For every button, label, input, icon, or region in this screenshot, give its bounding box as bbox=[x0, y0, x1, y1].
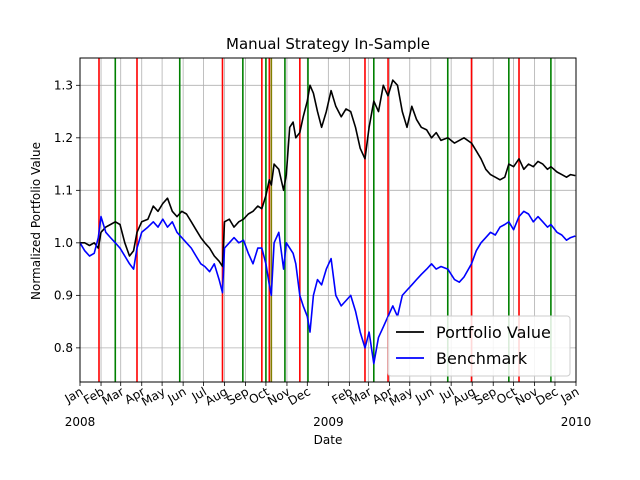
y-axis: 0.8 0.9 1.0 1.1 1.2 1.3 bbox=[54, 78, 80, 355]
y-tick-label: 0.8 bbox=[54, 341, 73, 355]
chart-title: Manual Strategy In-Sample bbox=[226, 35, 430, 53]
y-tick-label: 1.3 bbox=[54, 78, 73, 92]
x-axis-label: Date bbox=[314, 433, 343, 447]
y-tick-label: 1.0 bbox=[54, 236, 73, 250]
y-tick-label: 1.2 bbox=[54, 131, 73, 145]
legend-box bbox=[387, 315, 571, 377]
x-tick-year-label: 2009 bbox=[313, 415, 344, 429]
y-axis-label: Normalized Portfolio Value bbox=[29, 142, 43, 300]
series-line-0 bbox=[80, 79, 576, 268]
y-tick-label: 1.1 bbox=[54, 183, 73, 197]
x-tick-label: Jul bbox=[436, 384, 456, 404]
x-tick-year-label: 2008 bbox=[65, 415, 96, 429]
y-tick-label: 0.9 bbox=[54, 288, 73, 302]
legend: Portfolio Value Benchmark bbox=[387, 315, 571, 377]
legend-label: Benchmark bbox=[436, 349, 528, 368]
x-tick-year-label: 2010 bbox=[561, 415, 592, 429]
legend-label: Portfolio Value bbox=[436, 323, 551, 342]
series-lines bbox=[79, 79, 576, 365]
series-line-1 bbox=[79, 210, 576, 365]
x-tick-label: Jul bbox=[189, 384, 209, 404]
